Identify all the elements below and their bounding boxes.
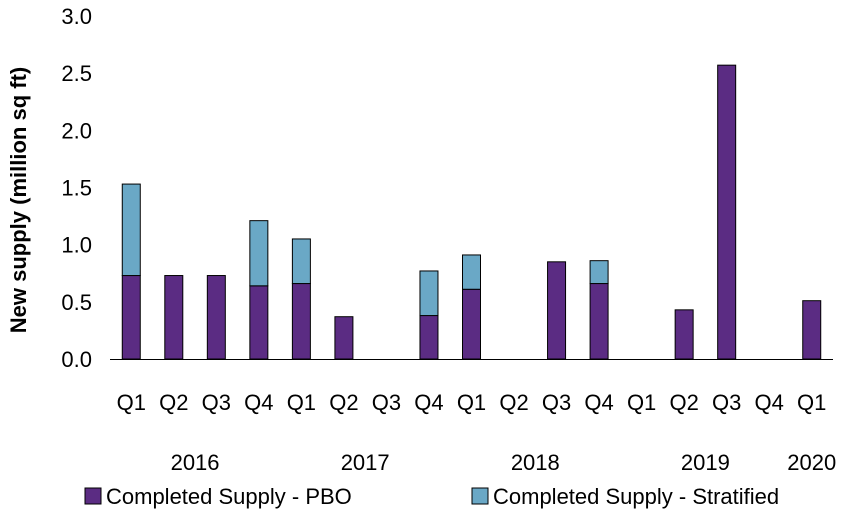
y-tick-label: 3.0 — [61, 4, 92, 29]
y-tick-label: 1.5 — [61, 176, 92, 201]
x-tick-label: Q3 — [712, 390, 741, 415]
x-ticks: Q1 Q2 Q3 Q4 Q1 Q2 Q3 Q4 Q1 Q2 Q3 Q4 Q1 Q2 Q3 Q4 Q1 — [117, 390, 827, 415]
x-tick-label: Q4 — [244, 390, 273, 415]
x-tick-label: Q3 — [542, 390, 571, 415]
y-tick-label: 0.0 — [61, 347, 92, 372]
x-tick-label: Q1 — [627, 390, 656, 415]
x-tick-label: Q1 — [287, 390, 316, 415]
y-tick-label: 1.0 — [61, 233, 92, 258]
bar-pbo — [802, 300, 822, 360]
bar-pbo — [462, 288, 481, 360]
x-tick-label: Q2 — [669, 390, 698, 415]
bar-stratified — [462, 254, 481, 290]
bar-pbo — [291, 283, 311, 360]
x-tick-label: Q4 — [584, 390, 613, 415]
year-label: 2018 — [511, 450, 560, 475]
y-tick-label: 0.5 — [61, 290, 92, 315]
bar-pbo — [249, 285, 269, 360]
x-tick-label: Q4 — [414, 390, 443, 415]
year-label: 2020 — [787, 450, 836, 475]
bar-stratified — [419, 270, 439, 317]
x-tick-label: Q2 — [499, 390, 528, 415]
y-tick-label: 2.0 — [61, 118, 92, 143]
year-labels: 2016 2017 2018 2019 2020 — [171, 450, 837, 475]
legend-label-stratified: Completed Supply - Stratified — [493, 484, 779, 509]
year-label: 2019 — [681, 450, 730, 475]
x-tick-label: Q1 — [117, 390, 146, 415]
y-tick-label: 2.5 — [61, 61, 92, 86]
bar-pbo — [206, 275, 226, 360]
bar-stratified — [121, 183, 141, 277]
bar-pbo — [121, 275, 141, 360]
x-tick-label: Q3 — [372, 390, 401, 415]
bars — [121, 64, 822, 360]
legend-swatch-pbo — [84, 487, 102, 505]
y-axis-label: New supply (million sq ft) — [6, 67, 31, 333]
bar-pbo — [164, 275, 184, 360]
bar-pbo — [717, 64, 737, 360]
x-tick-label: Q1 — [797, 390, 826, 415]
bar-pbo — [419, 315, 439, 360]
x-tick-label: Q2 — [159, 390, 188, 415]
x-tick-label: Q3 — [202, 390, 231, 415]
bar-stratified — [249, 220, 269, 287]
legend-swatch-stratified — [471, 487, 489, 505]
x-tick-label: Q2 — [329, 390, 358, 415]
legend-label-pbo: Completed Supply - PBO — [106, 484, 352, 509]
year-label: 2017 — [341, 450, 390, 475]
bar-pbo — [589, 283, 609, 360]
x-tick-label: Q1 — [457, 390, 486, 415]
x-tick-label: Q4 — [755, 390, 784, 415]
bar-pbo — [334, 316, 354, 360]
bar-stratified — [589, 260, 609, 285]
bar-stratified — [291, 238, 311, 285]
year-label: 2016 — [171, 450, 220, 475]
bar-pbo — [674, 309, 694, 360]
y-ticks: 0.0 0.5 1.0 1.5 2.0 2.5 3.0 — [61, 4, 92, 372]
bar-pbo — [547, 261, 567, 360]
legend: Completed Supply - PBO Completed Supply -… — [84, 484, 779, 509]
